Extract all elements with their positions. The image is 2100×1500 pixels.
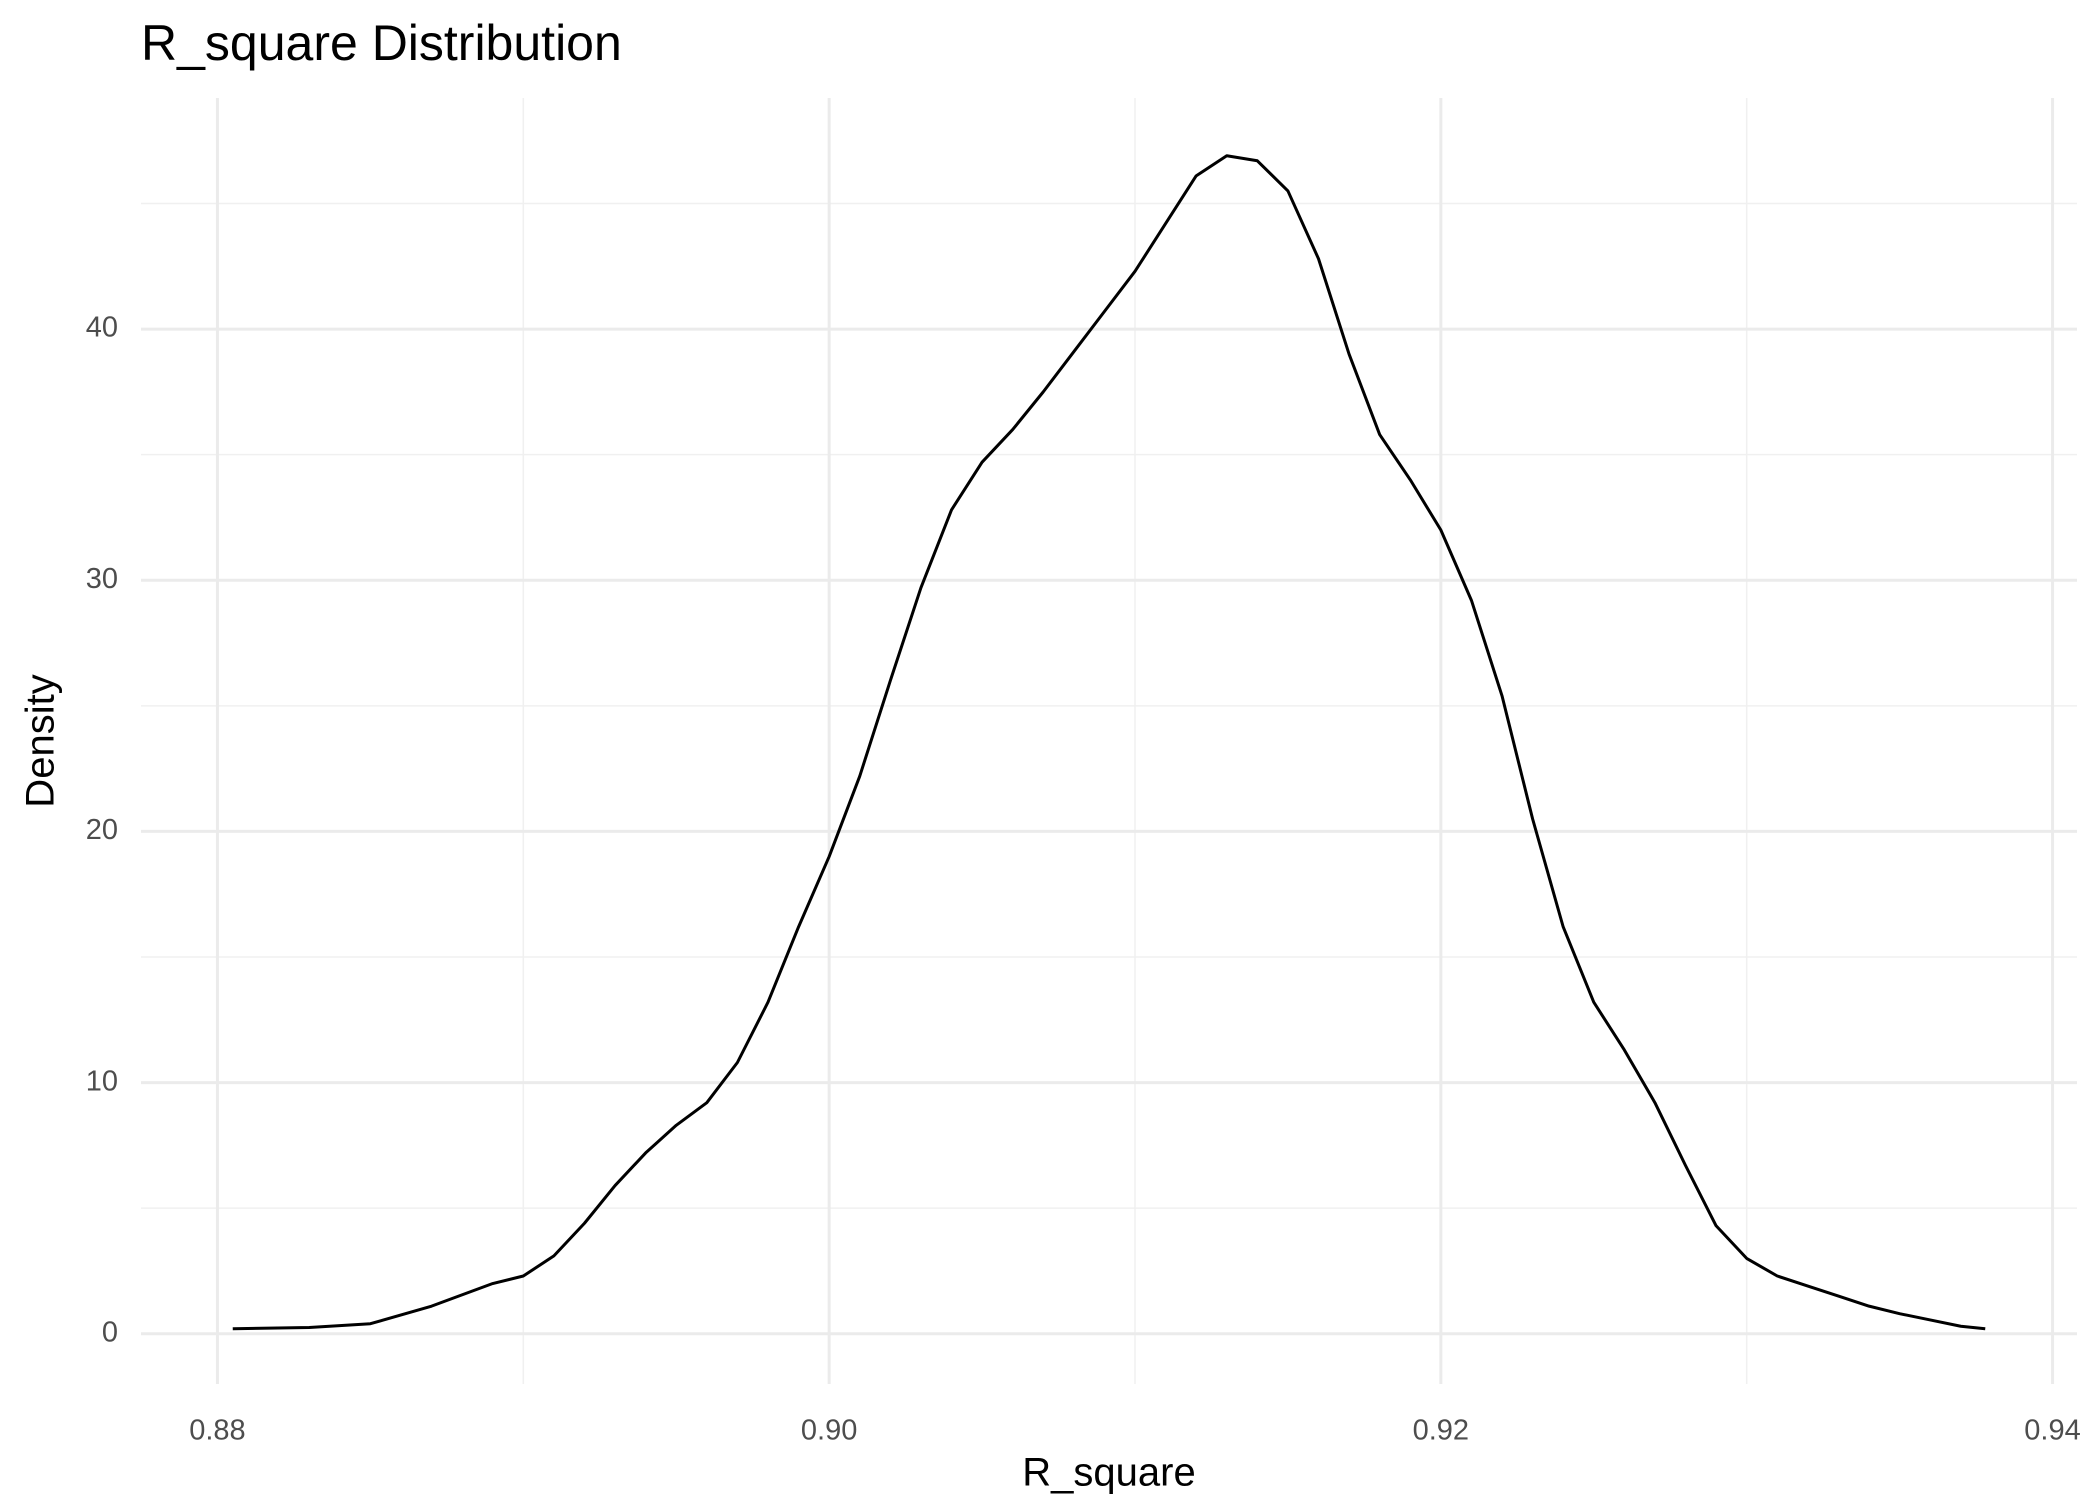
y-axis-title: Density (19, 674, 63, 807)
y-tick-label: 30 (86, 563, 118, 595)
density-line (232, 154, 1986, 1331)
chart-title: R_square Distribution (141, 15, 622, 71)
y-tick-label: 40 (86, 312, 118, 344)
y-tick-label: 0 (102, 1316, 118, 1348)
y-tick-label: 20 (86, 814, 118, 846)
x-axis-title: R_square (1022, 1451, 1195, 1495)
x-tick-label: 0.92 (1413, 1415, 1469, 1447)
x-tick-label: 0.94 (2024, 1415, 2080, 1447)
y-tick-label: 10 (86, 1065, 118, 1097)
x-tick-label: 0.88 (189, 1415, 245, 1447)
x-tick-label: 0.90 (801, 1415, 857, 1447)
